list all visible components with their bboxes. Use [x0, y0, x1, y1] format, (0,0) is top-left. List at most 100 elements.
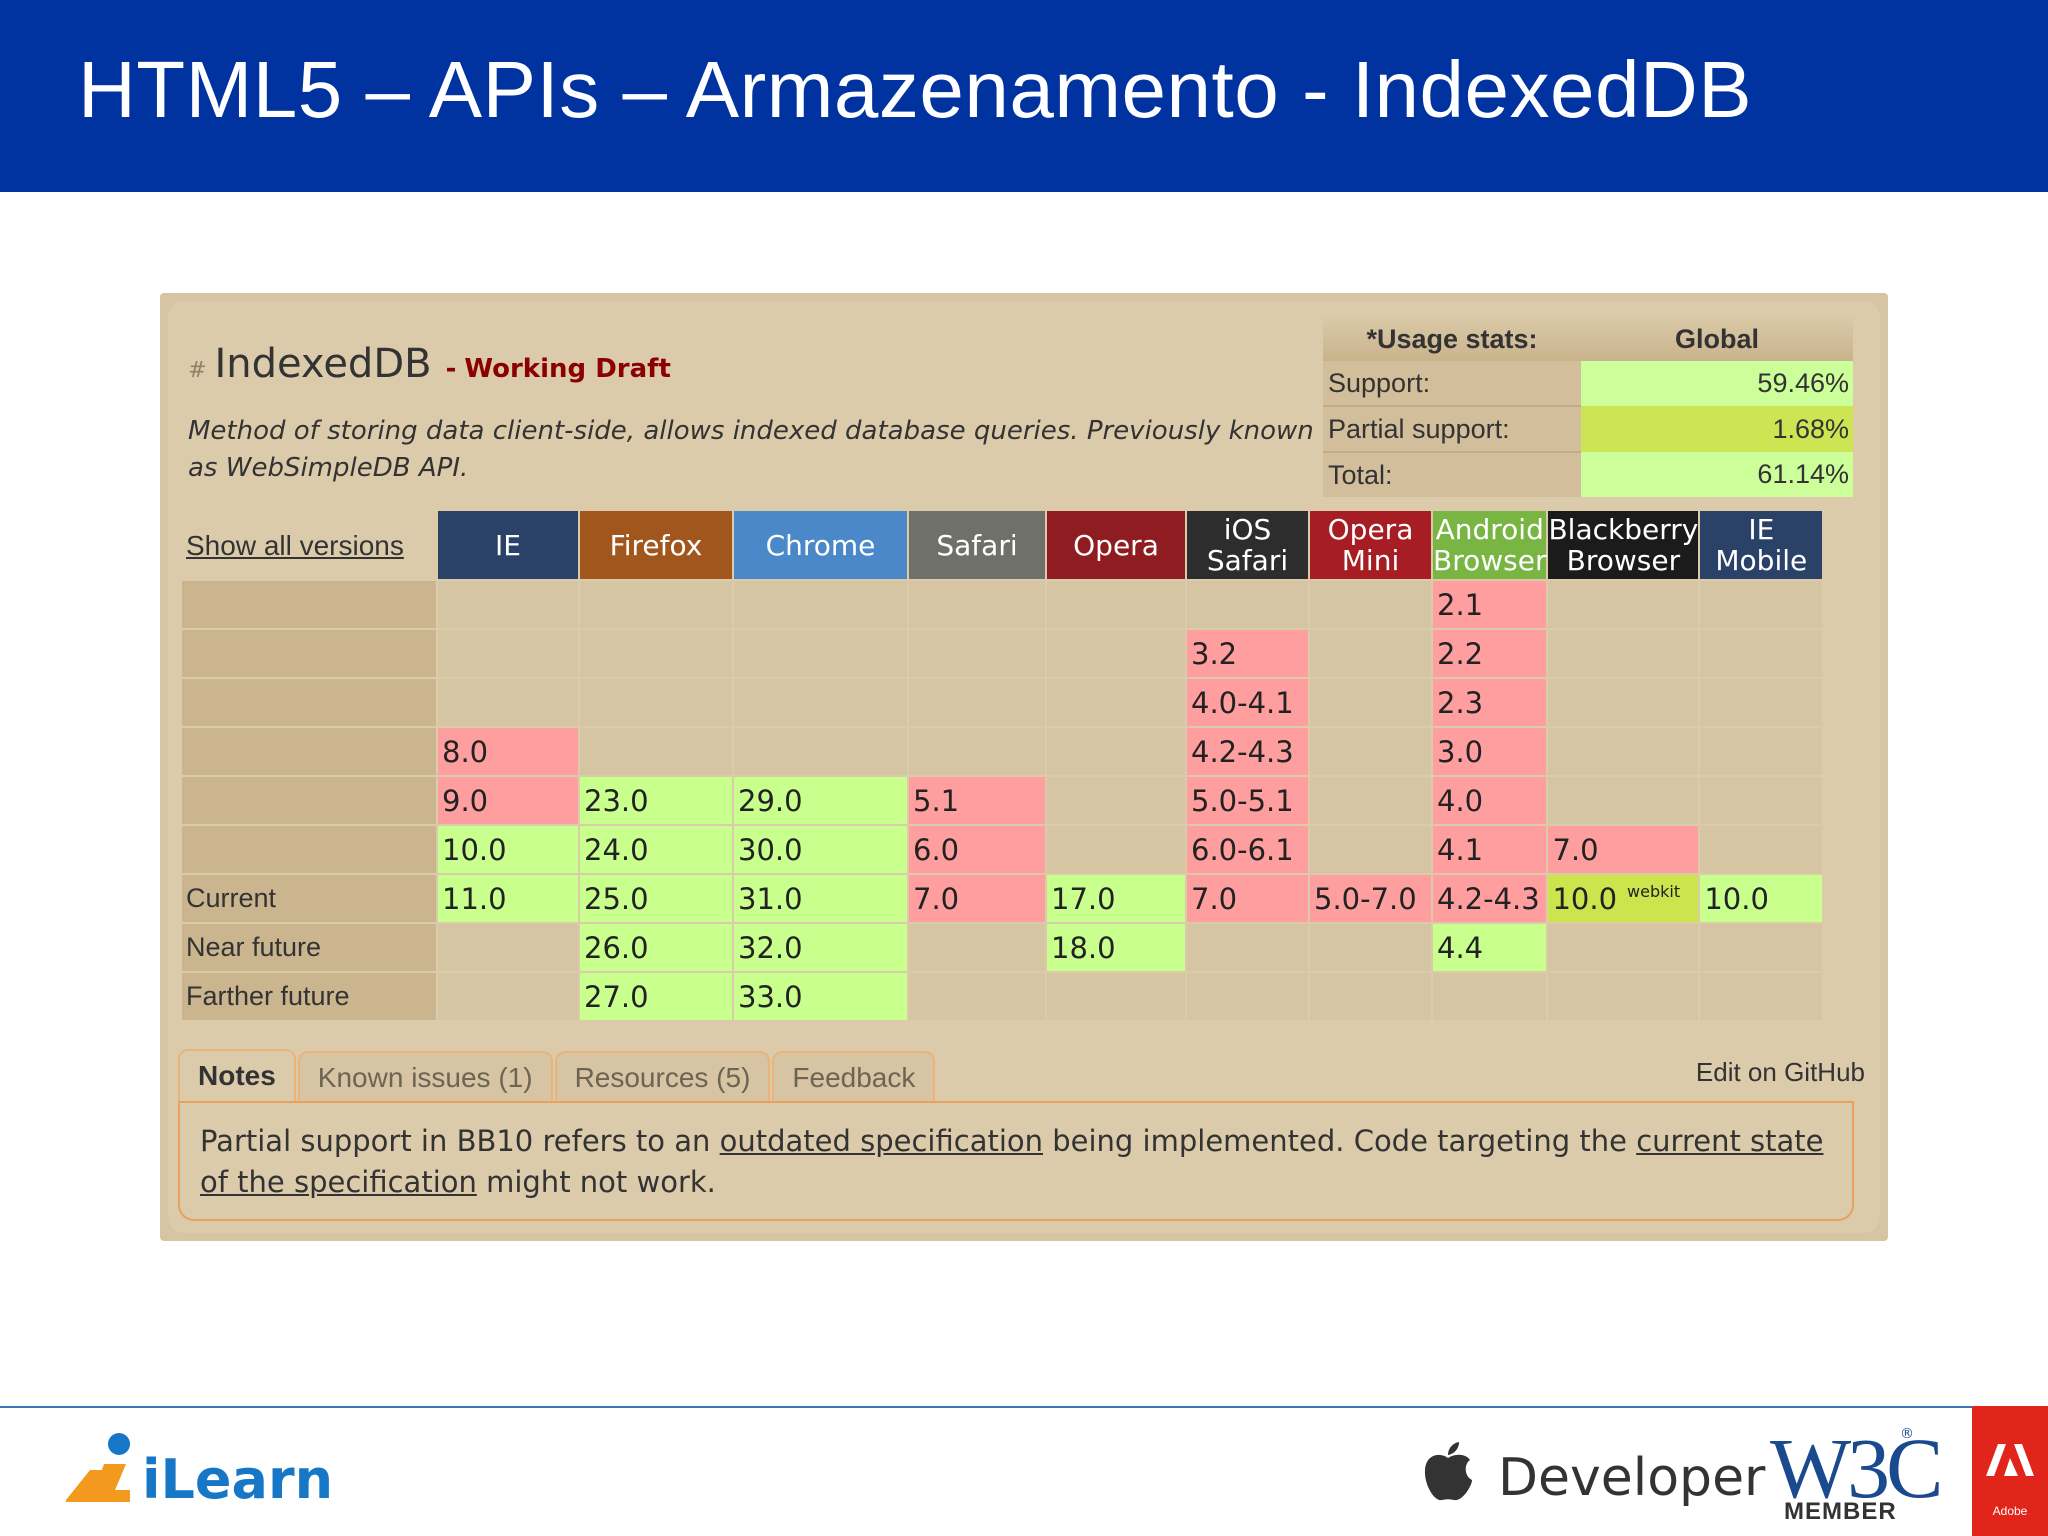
edit-on-github-link[interactable]: Edit on GitHub [1695, 1057, 1865, 1087]
version-cell[interactable]: 7.0 [1187, 875, 1308, 922]
version-cell [1187, 581, 1308, 628]
usage-support-label: Support: [1323, 361, 1581, 407]
version-cell[interactable]: 4.0 [1433, 777, 1547, 824]
tab-notes[interactable]: Notes [178, 1049, 296, 1103]
era-label [182, 826, 436, 873]
version-cell [1047, 973, 1185, 1020]
era-label: Near future [182, 924, 436, 971]
tab-known[interactable]: Known issues (1) [297, 1051, 553, 1103]
version-cell[interactable]: 30.0 [734, 826, 907, 873]
spec-status: Working Draft [464, 354, 671, 384]
version-cell[interactable]: 4.4 [1433, 924, 1547, 971]
version-cell [438, 581, 578, 628]
version-cell [1548, 777, 1699, 824]
version-cell[interactable]: 5.1 [909, 777, 1045, 824]
version-number: 29.0 [738, 783, 803, 818]
version-cell [1047, 630, 1185, 677]
version-cell[interactable]: 6.0-6.1 [1187, 826, 1308, 873]
version-cell [1310, 581, 1431, 628]
version-cell [1548, 728, 1699, 775]
version-cell [1310, 679, 1431, 726]
version-cell[interactable]: 27.0 [580, 973, 732, 1020]
tab-feedback[interactable]: Feedback [772, 1051, 936, 1103]
version-cell[interactable]: 25.0 [580, 875, 732, 922]
version-cell [734, 679, 907, 726]
version-cell [1047, 679, 1185, 726]
version-cell[interactable]: 32.0 [734, 924, 907, 971]
version-number: 10.0 [1704, 881, 1769, 916]
version-number: 31.0 [738, 881, 803, 916]
browser-header: Android Browser [1433, 511, 1547, 579]
browser-name: Safari [936, 528, 1018, 562]
version-cell[interactable]: 4.1 [1433, 826, 1547, 873]
info-tabs: Notes Known issues (1) Resources (5) Feedba… [178, 1049, 937, 1103]
version-cell [438, 973, 578, 1020]
version-number: 30.0 [738, 832, 803, 867]
version-cell[interactable]: 10.0 webkit [1548, 875, 1699, 922]
usage-support-value: 59.46% [1581, 361, 1853, 406]
version-cell [734, 630, 907, 677]
version-cell[interactable]: 18.0 [1047, 924, 1185, 971]
version-cell[interactable]: 2.3 [1433, 679, 1547, 726]
version-number: 2.2 [1437, 636, 1484, 671]
version-number: 4.2-4.3 [1437, 881, 1540, 916]
current-spec-link[interactable]: current state of the specification [200, 1124, 1824, 1199]
version-cell[interactable]: 2.2 [1433, 630, 1547, 677]
adobe-logo: Adobe [1972, 1406, 2048, 1536]
version-cell[interactable]: 7.0 [1548, 826, 1699, 873]
browser-name: Android [1435, 513, 1544, 546]
version-cell[interactable]: 11.0 [438, 875, 578, 922]
version-cell [1548, 581, 1699, 628]
version-cell[interactable]: 5.0-5.1 [1187, 777, 1308, 824]
usage-total-value: 61.14% [1581, 452, 1853, 497]
browser-name: Opera [1327, 513, 1414, 546]
version-cell[interactable]: 10.0 [1700, 875, 1823, 922]
version-cell[interactable]: 3.0 [1433, 728, 1547, 775]
version-cell[interactable]: 24.0 [580, 826, 732, 873]
version-number: 18.0 [1051, 930, 1116, 965]
show-all-versions-link[interactable]: Show all versions [186, 529, 404, 561]
version-row: 4.0-4.1 2.3 [182, 679, 1823, 726]
browser-name-line2: Browser [1433, 544, 1547, 577]
usage-stats-label[interactable]: *Usage stats: [1323, 317, 1581, 361]
version-cell[interactable]: 3.2 [1187, 630, 1308, 677]
version-cell[interactable]: 4.0-4.1 [1187, 679, 1308, 726]
version-cell [1700, 679, 1823, 726]
tab-resources[interactable]: Resources (5) [554, 1051, 771, 1103]
version-number: 3.0 [1437, 734, 1484, 769]
version-cell[interactable]: 9.0 [438, 777, 578, 824]
version-number: 2.3 [1437, 685, 1484, 720]
version-cell[interactable]: 5.0-7.0 [1310, 875, 1431, 922]
slide-banner: HTML5 – APIs – Armazenamento - IndexedDB [0, 0, 2048, 192]
version-cell[interactable]: 10.0 [438, 826, 578, 873]
version-row: 2.1 [182, 581, 1823, 628]
browser-name: iOS [1223, 513, 1272, 546]
version-cell[interactable]: 6.0 [909, 826, 1045, 873]
browser-header: IE [438, 511, 578, 579]
version-cell[interactable]: 31.0 [734, 875, 907, 922]
version-number: 3.2 [1191, 636, 1238, 671]
version-cell[interactable]: 7.0 [909, 875, 1045, 922]
browser-name: Blackberry [1548, 513, 1699, 546]
version-cell[interactable]: 4.2-4.3 [1433, 875, 1547, 922]
browser-name: IE [495, 528, 521, 562]
version-cell[interactable]: 23.0 [580, 777, 732, 824]
version-cell [909, 924, 1045, 971]
version-cell [909, 728, 1045, 775]
adobe-label: Adobe [1992, 1504, 2028, 1518]
version-cell[interactable]: 33.0 [734, 973, 907, 1020]
version-cell[interactable]: 26.0 [580, 924, 732, 971]
browser-header: iOS Safari [1187, 511, 1308, 579]
version-cell[interactable]: 29.0 [734, 777, 907, 824]
version-cell[interactable]: 4.2-4.3 [1187, 728, 1308, 775]
version-cell [1047, 826, 1185, 873]
browser-header: Opera Mini [1310, 511, 1431, 579]
outdated-spec-link[interactable]: outdated specification [719, 1124, 1044, 1158]
version-cell[interactable]: 2.1 [1433, 581, 1547, 628]
anchor-hash-link[interactable]: # [188, 358, 207, 383]
apple-icon [1424, 1442, 1472, 1501]
version-number: 10.0 [1552, 881, 1618, 916]
version-cell[interactable]: 17.0 [1047, 875, 1185, 922]
version-cell[interactable]: 8.0 [438, 728, 578, 775]
usage-stats-table: *Usage stats: Global Support: 59.46% Par… [1323, 317, 1853, 497]
